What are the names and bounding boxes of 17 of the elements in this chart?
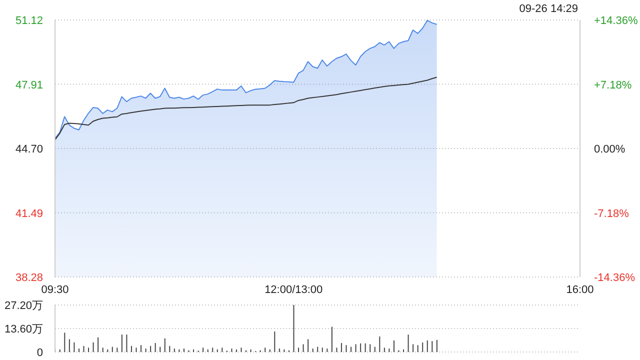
y-tick-label: 13.60万 [4, 324, 43, 336]
x-tick-label: 16:00 [566, 284, 594, 296]
y-tick-label: 44.70 [15, 144, 43, 156]
text: 09-26 14:29 [519, 3, 578, 15]
x-tick-label: 09:30 [41, 284, 69, 296]
y-tick-label: 38.28 [15, 272, 43, 284]
y2-tick-label: -14.36% [594, 272, 636, 284]
y-tick-label: 51.12 [15, 15, 43, 27]
y-tick-label: 27.20万 [4, 300, 43, 312]
y-tick-label: 47.91 [15, 79, 43, 92]
y2-tick-label: +14.36% [594, 15, 638, 27]
y2-tick-label: -7.18% [594, 208, 630, 220]
y-tick-label: 41.49 [15, 208, 43, 220]
x-tick-label: 12:00/13:00 [264, 284, 323, 296]
y2-tick-label: 0.00% [594, 144, 626, 156]
y-tick-label: 0 [36, 347, 43, 359]
y2-tick-label: +7.18% [594, 79, 632, 92]
